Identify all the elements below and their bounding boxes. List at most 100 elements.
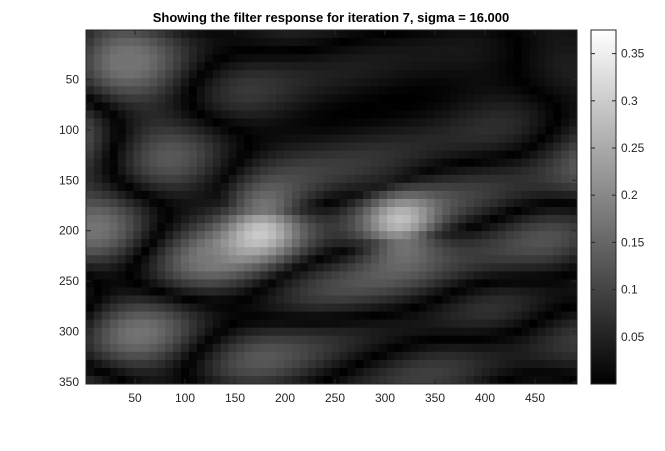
heatmap-cell xyxy=(196,46,206,55)
heatmap-cell xyxy=(553,158,562,168)
heatmap-cell xyxy=(157,126,166,136)
heatmap-cell xyxy=(181,351,190,361)
heatmap-cell xyxy=(133,62,143,71)
heatmap-cell xyxy=(561,335,570,345)
heatmap-cell xyxy=(434,247,443,256)
heatmap-cell xyxy=(196,190,206,200)
heatmap-cell xyxy=(379,279,388,289)
heatmap-cell xyxy=(458,359,467,369)
heatmap-cell xyxy=(371,150,380,160)
heatmap-cell xyxy=(371,110,380,120)
heatmap-cell xyxy=(268,62,277,71)
heatmap-cell xyxy=(133,303,143,313)
heatmap-cell xyxy=(505,78,515,87)
heatmap-cell xyxy=(402,215,412,224)
heatmap-cell xyxy=(315,102,325,112)
heatmap-cell xyxy=(220,46,230,55)
heatmap-cell xyxy=(347,239,356,248)
heatmap-cell xyxy=(323,110,333,120)
heatmap-cell xyxy=(505,126,515,136)
heatmap-cell xyxy=(505,247,515,256)
heatmap-cell xyxy=(561,30,570,39)
heatmap-cell xyxy=(268,271,277,281)
heatmap-cell xyxy=(299,367,309,377)
heatmap-cell xyxy=(379,207,388,216)
heatmap-cell xyxy=(236,94,245,104)
heatmap-cell xyxy=(537,30,546,39)
heatmap-cell xyxy=(181,327,190,337)
heatmap-cell xyxy=(188,343,198,353)
heatmap-cell xyxy=(497,375,507,384)
heatmap-cell xyxy=(545,359,554,369)
heatmap-cell xyxy=(410,223,420,232)
heatmap-cell xyxy=(442,215,451,224)
heatmap-cell xyxy=(86,239,95,248)
heatmap-cell xyxy=(220,335,230,345)
heatmap-cell xyxy=(228,78,238,87)
heatmap-cell xyxy=(521,303,531,313)
heatmap-cell xyxy=(371,343,380,353)
heatmap-cell xyxy=(379,110,388,120)
heatmap-cell xyxy=(569,158,577,168)
heatmap-cell xyxy=(307,239,317,248)
heatmap-cell xyxy=(497,174,507,184)
heatmap-cell xyxy=(418,38,428,47)
heatmap-cell xyxy=(212,375,222,384)
heatmap-cell xyxy=(307,351,317,361)
heatmap-cell xyxy=(109,38,119,47)
heatmap-cell xyxy=(268,190,277,200)
heatmap-cell xyxy=(371,359,380,369)
heatmap-cell xyxy=(363,215,372,224)
heatmap-cell xyxy=(561,239,570,248)
heatmap-cell xyxy=(252,327,261,337)
heatmap-cell xyxy=(418,295,428,305)
heatmap-cell xyxy=(363,158,372,168)
colorbar-tick-label: 0.1 xyxy=(621,283,638,297)
heatmap-cell xyxy=(157,134,166,144)
heatmap-cell xyxy=(149,263,158,272)
heatmap-cell xyxy=(181,343,190,353)
heatmap-cell xyxy=(458,239,467,248)
heatmap-cell xyxy=(355,271,364,281)
heatmap-cell xyxy=(276,78,285,87)
heatmap-cell xyxy=(236,166,245,176)
heatmap-cell xyxy=(402,174,412,184)
heatmap-cell xyxy=(331,343,341,353)
heatmap-cell xyxy=(410,110,420,120)
heatmap-cell xyxy=(402,102,412,112)
heatmap-cell xyxy=(561,271,570,281)
heatmap-cell xyxy=(125,134,135,144)
heatmap-cell xyxy=(220,54,230,63)
heatmap-cell xyxy=(299,198,309,208)
heatmap-cell xyxy=(93,255,103,264)
heatmap-cell xyxy=(402,351,412,361)
heatmap-cell xyxy=(228,231,238,240)
heatmap-cell xyxy=(355,158,364,168)
heatmap-cell xyxy=(363,70,372,79)
heatmap-cell xyxy=(109,94,119,104)
heatmap-cell xyxy=(458,311,467,321)
heatmap-cell xyxy=(149,215,158,224)
heatmap-cell xyxy=(363,303,372,313)
heatmap-cell xyxy=(474,223,483,232)
heatmap-cell xyxy=(291,255,301,264)
heatmap-cell xyxy=(228,110,238,120)
heatmap-cell xyxy=(220,359,230,369)
heatmap-cell xyxy=(355,86,364,95)
heatmap-cell xyxy=(426,198,436,208)
heatmap-cell xyxy=(553,231,562,240)
heatmap-cell xyxy=(133,86,143,95)
heatmap-cell xyxy=(355,110,364,120)
heatmap-cell xyxy=(125,311,135,321)
heatmap-cell xyxy=(561,231,570,240)
heatmap-cell xyxy=(379,94,388,104)
heatmap-cell xyxy=(86,351,95,361)
heatmap-cell xyxy=(268,134,277,144)
heatmap-cell xyxy=(537,207,546,216)
heatmap-cell xyxy=(173,239,182,248)
heatmap-cell xyxy=(109,62,119,71)
heatmap-cell xyxy=(244,231,253,240)
heatmap-cell xyxy=(93,247,103,256)
heatmap-cell xyxy=(173,215,182,224)
heatmap-cell xyxy=(149,287,158,297)
